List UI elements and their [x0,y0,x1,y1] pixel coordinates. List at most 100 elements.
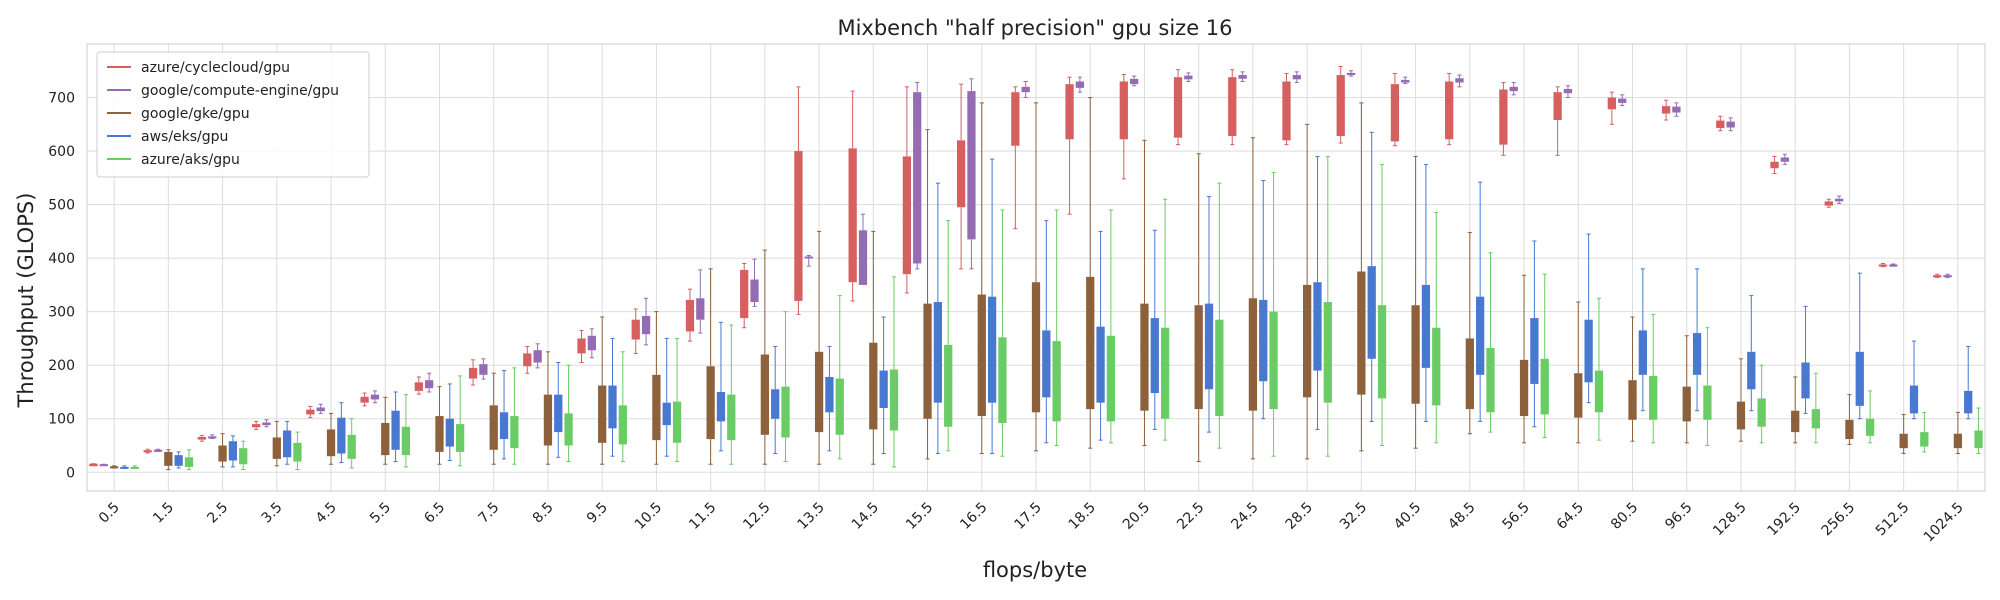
box-body [879,370,888,409]
box-body [1445,81,1454,140]
box-body [1736,401,1746,430]
box [1173,69,1183,146]
box [608,337,617,457]
box [771,345,780,455]
box-body [1703,385,1712,420]
box [1791,376,1800,444]
box [652,311,661,465]
legend-label: google/compute-engine/gpu [141,83,339,99]
box [1106,209,1116,444]
box-body [1801,362,1810,399]
x-tick-label: 5.5 [367,500,394,527]
box-body [1096,326,1105,403]
box-body [750,279,759,303]
box-body [1106,335,1116,422]
box-body [1303,284,1312,398]
box [716,321,726,452]
box [1574,301,1583,444]
y-axis-label: Throughput (GLOPS) [14,193,38,409]
box [923,129,932,460]
box [967,78,976,270]
box [306,405,315,419]
box [740,262,749,329]
box-body [771,389,780,419]
y-tick-label: 100 [48,412,75,428]
box-body [533,350,542,363]
box-body [672,401,682,443]
box-body [987,296,997,403]
box [1499,82,1508,156]
box [1031,102,1041,452]
x-tick-label: 64.5 [1554,500,1587,533]
x-tick-label: 14.5 [849,500,882,533]
box [1661,99,1671,121]
box [445,383,454,461]
box [1336,65,1345,144]
x-tick-label: 32.5 [1337,500,1370,533]
box-body [1865,418,1875,436]
x-tick-label: 28.5 [1283,500,1316,533]
box-body [1194,305,1203,410]
box-body [814,351,824,433]
box-body [858,230,868,285]
box-body [1421,284,1431,368]
box [1682,335,1691,444]
box [293,431,302,471]
box [1269,171,1278,457]
box [1920,411,1929,453]
box-body [1204,303,1214,390]
box [631,308,640,354]
legend-label: azure/aks/gpu [141,152,240,168]
box-body [543,394,553,446]
box [1346,70,1356,77]
box [326,412,336,465]
box [554,362,563,458]
box [804,254,813,267]
box [1367,131,1376,422]
box-body [618,405,627,445]
box [208,434,217,440]
box-body [608,385,617,429]
x-tick-label: 48.5 [1445,500,1478,533]
box-body [1584,319,1593,383]
box [685,288,695,342]
box-body [685,299,695,332]
box [1052,209,1061,446]
box [913,82,922,270]
box-body [1661,106,1671,114]
box [239,440,248,471]
box [1065,76,1074,215]
box [174,451,183,469]
x-tick-label: 96.5 [1662,500,1695,533]
box-series [89,65,1983,471]
box-body [282,430,292,458]
box-body [1150,318,1159,394]
x-tick-label: 6.5 [421,500,448,527]
box [1553,86,1562,156]
box-body [1336,75,1345,137]
box [1909,340,1919,420]
box [89,463,98,467]
box-body [1065,84,1074,140]
box [499,370,509,460]
box-body [1649,375,1658,420]
box-body [1519,359,1529,417]
box [120,465,129,470]
box [1184,72,1193,82]
x-tick-label: 17.5 [1011,500,1044,533]
box [848,90,857,302]
box [618,351,627,463]
box-body [1259,299,1268,382]
box [696,269,705,334]
box-body [1757,398,1766,427]
box [977,102,986,455]
box [1540,273,1549,438]
box-body [510,416,519,449]
box [489,372,498,465]
box [1649,313,1658,444]
box [577,329,586,364]
x-tick-label: 256.5 [1819,500,1859,540]
box [1292,71,1301,84]
box [760,249,769,465]
